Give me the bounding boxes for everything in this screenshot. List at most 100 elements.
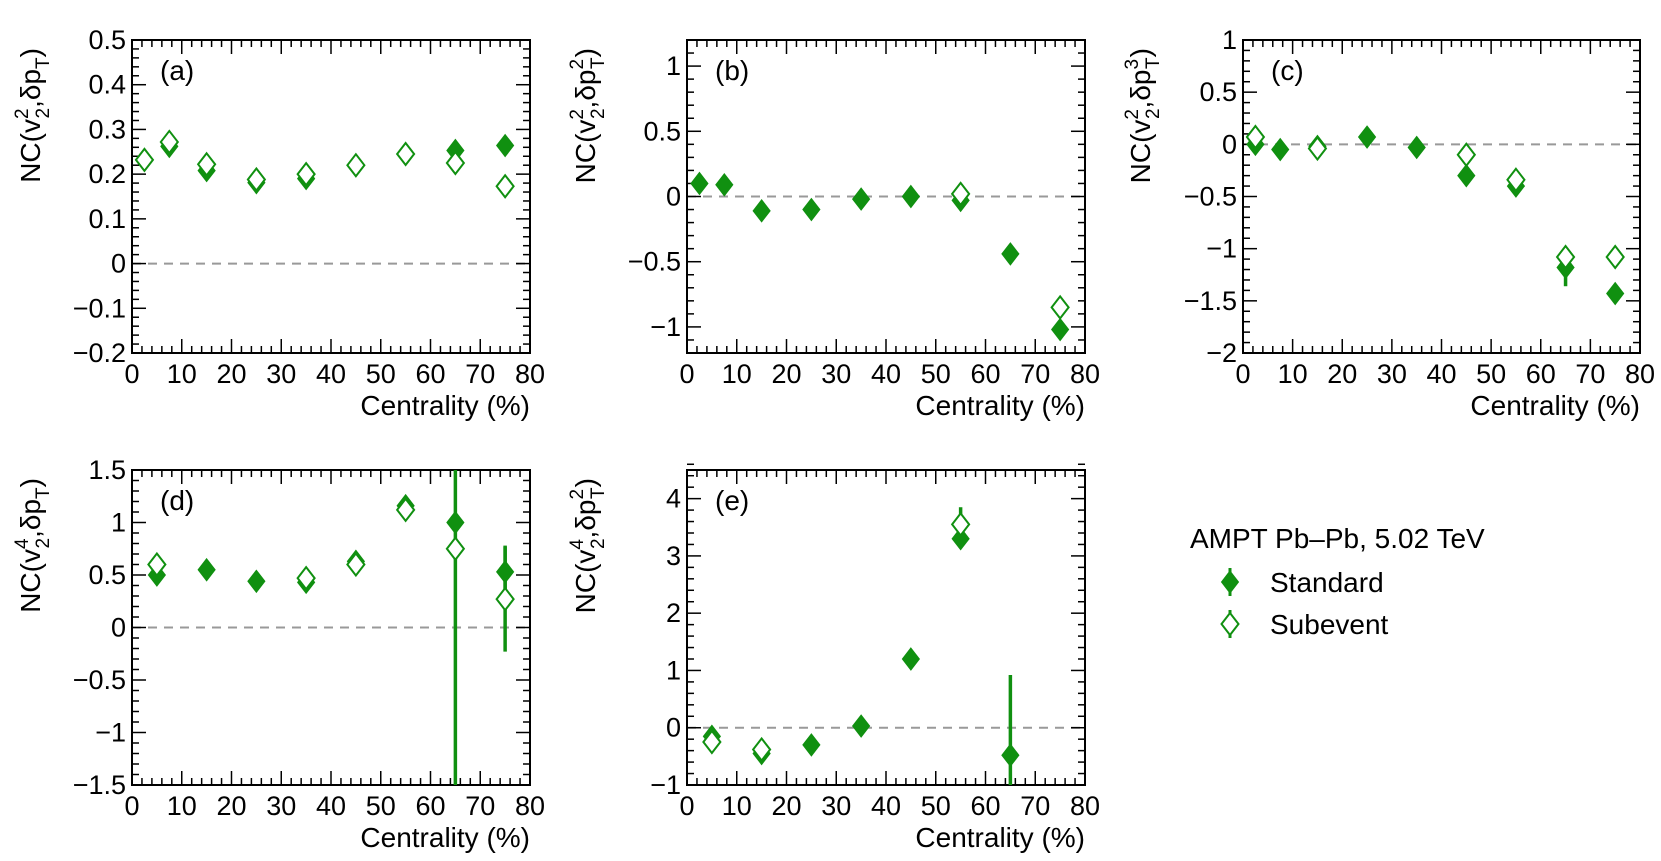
data-point-standard xyxy=(851,187,871,211)
y-label-close: ) xyxy=(15,478,46,487)
y-label-mid: ,δp xyxy=(570,500,601,539)
data-point-subevent xyxy=(950,181,971,207)
x-axis-label: Centrality (%) xyxy=(360,822,530,853)
x-axis-label: Centrality (%) xyxy=(360,390,530,421)
y-label-sub: 2 xyxy=(33,538,54,549)
x-tick-label: 70 xyxy=(465,791,495,821)
data-point-subevent xyxy=(1555,244,1576,270)
x-axis-label: Centrality (%) xyxy=(915,822,1085,853)
x-tick-label: 40 xyxy=(871,359,901,389)
x-tick-label: 70 xyxy=(1020,791,1050,821)
x-tick-label: 10 xyxy=(722,791,752,821)
x-tick-label: 80 xyxy=(1070,791,1100,821)
y-label-sup: 2 xyxy=(1122,109,1143,120)
y-axis-label: NC(v22,δp2T) xyxy=(567,48,609,183)
y-tick-label: 1 xyxy=(1222,25,1237,55)
x-tick-label: 80 xyxy=(1625,359,1655,389)
series-subevent xyxy=(702,507,971,763)
x-tick-label: 40 xyxy=(871,791,901,821)
x-tick-label: 0 xyxy=(124,791,139,821)
y-tick-label: −1 xyxy=(1206,234,1237,264)
y-label-mid: ,δp xyxy=(1125,70,1156,109)
y-tick-label: 0.5 xyxy=(88,560,126,590)
data-point-subevent xyxy=(702,729,722,755)
x-tick-label: 80 xyxy=(1070,359,1100,389)
y-label-sub: 2 xyxy=(1143,108,1164,119)
y-tick-label: −0.5 xyxy=(1184,182,1237,212)
x-tick-label: 70 xyxy=(1575,359,1605,389)
x-tick-label: 0 xyxy=(124,359,139,389)
y-tick-label: 1 xyxy=(666,51,681,81)
y-tick-label: 3 xyxy=(666,541,681,571)
data-point-subevent xyxy=(1307,135,1328,162)
y-label-sub2: T xyxy=(588,487,609,499)
y-tick-label: 0.3 xyxy=(88,114,126,144)
panel-2: 0 10 20 30 40 50 60 70 80 −2 −1.5 −1 −0.5 0 0.5 1 Centra… xyxy=(1122,25,1655,421)
data-point-subevent xyxy=(196,151,217,177)
x-tick-label: 80 xyxy=(515,359,545,389)
data-point-standard xyxy=(197,557,216,582)
y-tick-label: −1.5 xyxy=(73,770,126,800)
x-tick-label: 0 xyxy=(679,791,694,821)
y-tick-label: −0.5 xyxy=(73,665,126,695)
y-label-sub2: T xyxy=(33,487,54,499)
data-point-standard xyxy=(1271,137,1290,162)
x-tick-label: 20 xyxy=(771,791,801,821)
y-axis-label: NC(v42,δpT) xyxy=(12,478,54,613)
x-tick-label: 40 xyxy=(316,359,346,389)
x-tick-label: 30 xyxy=(1377,359,1407,389)
legend-marker-standard xyxy=(1220,570,1240,594)
data-point-subevent xyxy=(445,150,466,176)
y-label-main: NC(v xyxy=(15,119,46,183)
legend-entry-label: Standard xyxy=(1270,567,1384,598)
x-tick-label: 20 xyxy=(771,359,801,389)
x-tick-label: 30 xyxy=(821,791,851,821)
x-tick-label: 10 xyxy=(167,359,197,389)
legend-marker-subevent xyxy=(1220,611,1240,637)
x-tick-label: 0 xyxy=(679,359,694,389)
x-tick-label: 50 xyxy=(921,791,951,821)
data-point-subevent xyxy=(246,166,267,193)
y-label-mid: ,δp xyxy=(15,69,46,108)
y-tick-label: −1.5 xyxy=(1184,286,1237,316)
panel-label: (c) xyxy=(1271,55,1304,86)
data-point-standard xyxy=(802,197,821,222)
data-point-subevent xyxy=(395,141,416,167)
panel-label: (e) xyxy=(715,485,749,516)
data-point-standard xyxy=(1407,135,1426,160)
x-tick-label: 10 xyxy=(1278,359,1308,389)
data-point-subevent xyxy=(1456,142,1477,168)
y-tick-label: 1 xyxy=(666,655,681,685)
y-tick-label: 0.4 xyxy=(88,70,126,100)
series-standard xyxy=(702,526,1020,785)
series-subevent xyxy=(147,497,515,652)
x-tick-label: 10 xyxy=(167,791,197,821)
x-tick-label: 50 xyxy=(366,791,396,821)
x-tick-label: 20 xyxy=(216,791,246,821)
data-point-standard xyxy=(901,647,921,671)
data-point-standard xyxy=(446,510,465,535)
x-axis-label: Centrality (%) xyxy=(915,390,1085,421)
data-point-subevent xyxy=(1506,167,1526,193)
y-label-close: ) xyxy=(570,48,601,57)
y-tick-label: 0.5 xyxy=(88,25,126,55)
data-point-standard xyxy=(715,172,734,197)
y-tick-label: 0 xyxy=(666,713,681,743)
legend-entry-label: Subevent xyxy=(1270,609,1389,640)
y-label-main: NC(v xyxy=(570,550,601,614)
x-tick-label: 50 xyxy=(366,359,396,389)
x-tick-label: 60 xyxy=(970,359,1000,389)
y-tick-label: 0 xyxy=(111,613,126,643)
panel-label: (d) xyxy=(160,485,194,516)
y-label-close: ) xyxy=(570,478,601,487)
y-label-sub: 2 xyxy=(588,538,609,549)
y-label-sub: 2 xyxy=(33,108,54,119)
x-tick-label: 60 xyxy=(970,791,1000,821)
data-point-subevent xyxy=(950,511,971,538)
y-tick-label: 0 xyxy=(111,249,126,279)
y-label-close: ) xyxy=(1125,48,1156,57)
data-point-subevent xyxy=(147,551,167,578)
x-tick-label: 40 xyxy=(1426,359,1456,389)
y-tick-label: 0.5 xyxy=(1199,77,1237,107)
